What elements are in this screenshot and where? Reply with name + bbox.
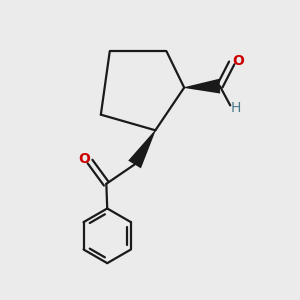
- Text: H: H: [230, 101, 241, 115]
- Polygon shape: [128, 130, 156, 168]
- Text: O: O: [79, 152, 91, 166]
- Text: O: O: [232, 54, 244, 68]
- Polygon shape: [184, 79, 220, 94]
